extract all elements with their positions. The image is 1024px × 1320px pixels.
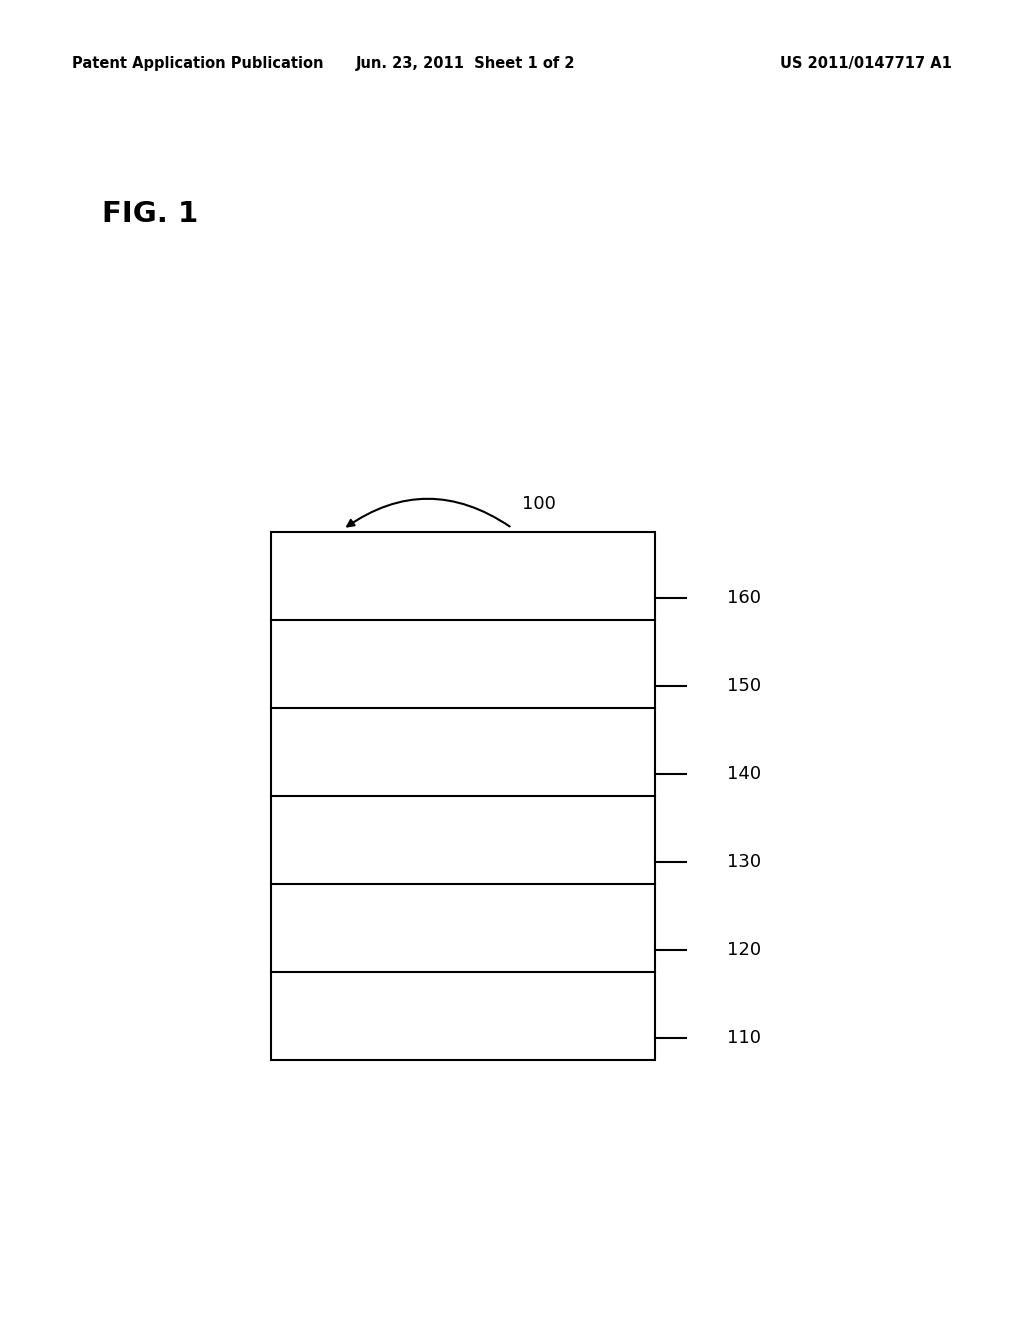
Text: 160: 160: [727, 589, 761, 607]
Bar: [271, 532, 655, 1060]
Text: 120: 120: [727, 941, 761, 958]
Text: Patent Application Publication: Patent Application Publication: [72, 55, 324, 71]
Text: 100: 100: [522, 495, 556, 513]
Text: FIG. 1: FIG. 1: [102, 199, 199, 228]
Text: 110: 110: [727, 1030, 761, 1047]
Text: 140: 140: [727, 766, 761, 783]
Text: US 2011/0147717 A1: US 2011/0147717 A1: [780, 55, 952, 71]
Text: 150: 150: [727, 677, 761, 694]
Text: 130: 130: [727, 853, 761, 871]
Text: Jun. 23, 2011  Sheet 1 of 2: Jun. 23, 2011 Sheet 1 of 2: [356, 55, 575, 71]
